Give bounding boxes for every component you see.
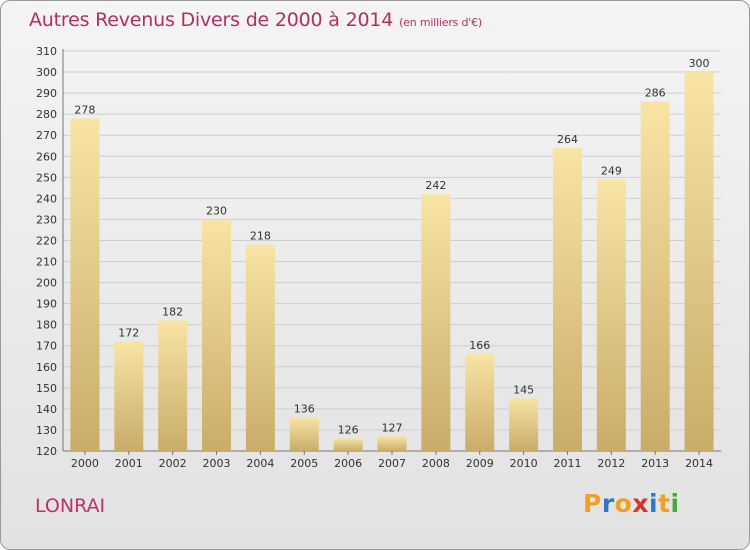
y-tick-label: 200 — [36, 277, 57, 290]
y-tick-label: 180 — [36, 319, 57, 332]
y-tick-label: 130 — [36, 424, 57, 437]
x-tick-label: 2010 — [510, 457, 538, 470]
y-tick-label: 120 — [36, 445, 57, 458]
y-tick-label: 220 — [36, 234, 57, 247]
data-label: 136 — [294, 402, 315, 415]
y-tick-label: 150 — [36, 382, 57, 395]
bar — [245, 244, 275, 451]
data-label: 166 — [469, 339, 490, 352]
bar — [333, 438, 363, 451]
x-tick-label: 2009 — [466, 457, 494, 470]
data-label: 127 — [382, 421, 403, 434]
bar — [114, 341, 144, 451]
bar — [421, 194, 451, 451]
data-label: 249 — [601, 164, 622, 177]
data-label: 278 — [74, 103, 95, 116]
logo-letter: i — [649, 489, 659, 518]
chart-unit: (en milliers d'€) — [399, 16, 483, 29]
y-tick-label: 300 — [36, 66, 57, 79]
data-label: 172 — [118, 327, 139, 340]
y-tick-label: 210 — [36, 256, 57, 269]
y-tick-label: 250 — [36, 171, 57, 184]
y-tick-label: 160 — [36, 361, 57, 374]
chart-title: Autres Revenus Divers de 2000 à 2014 (en … — [29, 9, 482, 31]
data-label: 218 — [250, 230, 271, 243]
x-tick-label: 2006 — [334, 457, 362, 470]
bar — [158, 320, 188, 451]
data-label: 126 — [338, 423, 359, 436]
y-tick-label: 170 — [36, 340, 57, 353]
x-tick-label: 2001 — [115, 457, 143, 470]
data-label: 286 — [645, 87, 666, 100]
x-tick-label: 2012 — [597, 457, 625, 470]
chart-title-text: Autres Revenus Divers de 2000 à 2014 — [29, 9, 394, 31]
data-label: 242 — [425, 179, 446, 192]
bar — [377, 436, 407, 451]
bar — [596, 179, 626, 451]
bar — [70, 118, 100, 452]
bar — [552, 147, 582, 451]
logo-letter: t — [658, 489, 671, 518]
logo-letter: r — [601, 489, 615, 518]
bar — [202, 219, 232, 451]
data-label: 264 — [557, 133, 578, 146]
x-tick-label: 2013 — [641, 457, 669, 470]
y-tick-label: 260 — [36, 150, 57, 163]
bar — [289, 417, 319, 451]
logo-letter: x — [632, 489, 649, 518]
y-tick-label: 190 — [36, 298, 57, 311]
bar — [684, 72, 714, 451]
y-tick-label: 310 — [36, 45, 57, 58]
commune-name: LONRAI — [35, 495, 106, 517]
data-label: 300 — [689, 57, 710, 70]
y-tick-label: 290 — [36, 87, 57, 100]
y-tick-label: 280 — [36, 108, 57, 121]
x-tick-label: 2011 — [553, 457, 581, 470]
y-tick-label: 230 — [36, 213, 57, 226]
x-tick-label: 2014 — [685, 457, 713, 470]
x-tick-label: 2002 — [159, 457, 187, 470]
bar — [465, 354, 495, 451]
logo-letter: i — [670, 489, 680, 518]
x-tick-label: 2005 — [290, 457, 318, 470]
logo-letter: o — [614, 489, 633, 518]
x-tick-label: 2008 — [422, 457, 450, 470]
bar — [640, 101, 670, 452]
x-tick-label: 2000 — [71, 457, 99, 470]
logo-letter: P — [583, 489, 602, 518]
y-tick-label: 270 — [36, 129, 57, 142]
data-label: 230 — [206, 204, 227, 217]
data-label: 145 — [513, 383, 534, 396]
y-tick-label: 140 — [36, 403, 57, 416]
data-label: 182 — [162, 305, 183, 318]
x-tick-label: 2004 — [246, 457, 274, 470]
proxiti-logo: Proxiti — [583, 489, 680, 518]
x-tick-label: 2007 — [378, 457, 406, 470]
x-tick-label: 2003 — [203, 457, 231, 470]
bar — [509, 398, 539, 451]
y-tick-label: 240 — [36, 192, 57, 205]
